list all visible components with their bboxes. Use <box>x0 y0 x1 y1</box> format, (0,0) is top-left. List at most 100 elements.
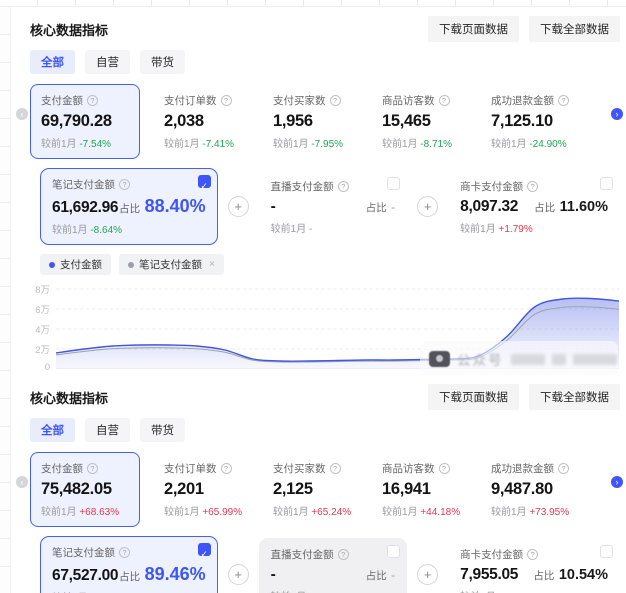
metric-label: 支付订单数 <box>164 463 217 475</box>
delta-value: +65.24% <box>311 507 352 518</box>
checkbox[interactable] <box>600 176 613 190</box>
y-tick: 2万 <box>35 345 50 356</box>
info-icon[interactable]: ? <box>220 463 232 474</box>
metric-value: 69,790.28 <box>41 112 112 130</box>
compare-label: 较前1月 <box>41 139 77 150</box>
metric-card-refund-amount[interactable]: 成功退款金额? 7,125.10 较前1月 -24.90% <box>480 84 576 159</box>
compare-label: 较前1月 <box>382 139 418 150</box>
checkbox[interactable] <box>197 543 211 556</box>
metric-card-payment-amount[interactable]: 支付金额? 75,482.05 较前1月 +68.63% <box>30 452 140 527</box>
area-chart[interactable] <box>56 281 619 369</box>
download-all-data-button[interactable]: 下载全部数据 <box>529 384 620 410</box>
info-icon[interactable]: ? <box>337 180 349 192</box>
carousel-prev-button[interactable]: ‹ <box>16 108 28 120</box>
delta-value: +1.79% <box>498 223 533 235</box>
metric-card-order-count[interactable]: 支付订单数? 2,038 较前1月 -7.41% <box>153 84 249 159</box>
delta-value: +44.18% <box>420 507 461 518</box>
metric-card-product-visitors[interactable]: 商品访客数? 16,941 较前1月 +44.18% <box>371 452 467 527</box>
checkbox[interactable] <box>387 544 401 558</box>
subcard-live-payment[interactable]: 直播支付金额? - 占比 - 较前1月 - <box>258 537 408 593</box>
info-icon[interactable]: ? <box>337 548 349 560</box>
ratio-value: 10.54% <box>558 566 608 583</box>
plus-icon: + <box>417 564 439 585</box>
download-page-data-button[interactable]: 下载页面数据 <box>428 16 519 42</box>
legend-payment-amount[interactable]: 支付金额 <box>40 254 111 275</box>
carousel-next-button[interactable]: › <box>611 476 623 488</box>
header-buttons: 下载页面数据 下载全部数据 <box>428 16 620 42</box>
tab-affiliate[interactable]: 带货 <box>140 418 185 442</box>
metric-label: 成功退款金额 <box>491 95 554 107</box>
metric-card-payment-amount[interactable]: 支付金额? 69,790.28 较前1月 -7.54% <box>30 84 140 159</box>
metrics-panel-2: 核心数据指标 下载页面数据 下载全部数据 全部 自营 带货 ‹ 支付金额? 75… <box>11 375 626 593</box>
info-icon[interactable]: ? <box>558 95 569 106</box>
delta-value: -8.71% <box>420 139 453 150</box>
background-grid-left <box>0 7 11 593</box>
delta-value: -7.95% <box>311 139 344 150</box>
metric-card-buyer-count[interactable]: 支付买家数? 2,125 较前1月 +65.24% <box>262 452 358 527</box>
metric-value: 16,941 <box>382 480 431 498</box>
subcard-label: 直播支付金额 <box>270 180 334 193</box>
metric-card-order-count[interactable]: 支付订单数? 2,201 较前1月 +65.99% <box>153 452 249 527</box>
carousel-prev-button[interactable]: ‹ <box>16 476 28 488</box>
panel-header: 核心数据指标 下载页面数据 下载全部数据 <box>30 16 620 42</box>
download-page-data-button[interactable]: 下载页面数据 <box>428 384 519 410</box>
info-icon[interactable]: ? <box>438 95 450 106</box>
remove-icon[interactable]: × <box>209 259 215 270</box>
legend-note-payment[interactable]: 笔记支付金额 × <box>119 254 224 275</box>
info-icon[interactable]: ? <box>119 179 130 190</box>
info-icon[interactable]: ? <box>87 463 98 474</box>
info-icon[interactable]: ? <box>527 548 539 560</box>
metric-label: 商品访客数 <box>382 95 435 107</box>
ratio-label: 占比 <box>534 201 556 214</box>
subcard-value: 61,692.96 <box>52 199 119 216</box>
delta-value: +73.95% <box>529 507 570 518</box>
info-icon[interactable]: ? <box>329 463 341 474</box>
scope-tabs: 全部 自营 带货 <box>30 418 620 442</box>
series-dot-icon <box>128 261 134 268</box>
subcard-note-payment[interactable]: 笔记支付金额? 67,527.00 占比 89.46% 较前1月 +66.85% <box>40 536 218 593</box>
checkbox[interactable] <box>197 175 211 188</box>
note-payment-line <box>56 306 619 363</box>
compare-label: 较前1月 <box>460 223 496 235</box>
subcard-product-card-payment[interactable]: 商卡支付金额? 8,097.32 占比 11.60% 较前1月 +1.79% <box>448 170 620 244</box>
metric-card-buyer-count[interactable]: 支付买家数? 1,956 较前1月 -7.95% <box>262 84 358 159</box>
checkbox[interactable] <box>600 544 613 558</box>
info-icon[interactable]: ? <box>438 463 450 474</box>
info-icon[interactable]: ? <box>329 95 341 106</box>
tab-self-operated[interactable]: 自营 <box>85 418 130 442</box>
subcard-note-payment[interactable]: 笔记支付金额? 61,692.96 占比 88.40% 较前1月 -8.64% <box>40 168 218 245</box>
metric-card-refund-amount[interactable]: 成功退款金额? 9,487.80 较前1月 +73.95% <box>480 452 576 527</box>
metric-label: 支付金额 <box>41 463 83 475</box>
metric-card-product-visitors[interactable]: 商品访客数? 15,465 较前1月 -8.71% <box>371 84 467 159</box>
subcard-label: 商卡支付金额 <box>460 180 524 193</box>
compare-label: 较前1月 <box>271 592 307 593</box>
ratio-value: 11.60% <box>559 198 608 215</box>
tab-all[interactable]: 全部 <box>30 50 75 74</box>
subcard-label: 笔记支付金额 <box>52 547 115 559</box>
info-icon[interactable]: ? <box>527 180 539 192</box>
checkbox[interactable] <box>387 176 401 190</box>
watermark-logo-icon <box>429 351 450 367</box>
download-all-data-button[interactable]: 下载全部数据 <box>529 16 620 42</box>
tab-all[interactable]: 全部 <box>30 418 75 442</box>
delta-value: +68.63% <box>79 507 120 518</box>
subcard-product-card-payment[interactable]: 商卡支付金额? 7,955.05 占比 10.54% 较前1月 +85.40% <box>448 538 620 593</box>
carousel-next-button[interactable]: › <box>611 108 623 120</box>
trend-chart[interactable]: 8万 6万 4万 2万 0 公众号 <box>30 281 620 377</box>
delta-value: -7.41% <box>202 139 235 150</box>
y-tick: 6万 <box>35 305 50 316</box>
metric-label: 支付订单数 <box>164 95 217 107</box>
tab-self-operated[interactable]: 自营 <box>85 50 130 74</box>
metric-cards-row: ‹ 支付金额? 75,482.05 较前1月 +68.63% 支付订单数? 2,… <box>16 452 623 527</box>
info-icon[interactable]: ? <box>558 463 569 474</box>
ratio-value: 89.46% <box>144 564 206 584</box>
tab-affiliate[interactable]: 带货 <box>140 50 185 74</box>
compare-label: 较前1月 <box>273 507 309 518</box>
subcard-live-payment[interactable]: 直播支付金额? - 占比 - 较前1月 - <box>259 170 408 244</box>
info-icon[interactable]: ? <box>87 95 98 106</box>
info-icon[interactable]: ? <box>220 95 232 106</box>
metric-value: 7,125.10 <box>491 112 553 130</box>
compare-label: 较前1月 <box>491 507 527 518</box>
info-icon[interactable]: ? <box>119 547 130 558</box>
series-dot-icon <box>49 261 55 268</box>
